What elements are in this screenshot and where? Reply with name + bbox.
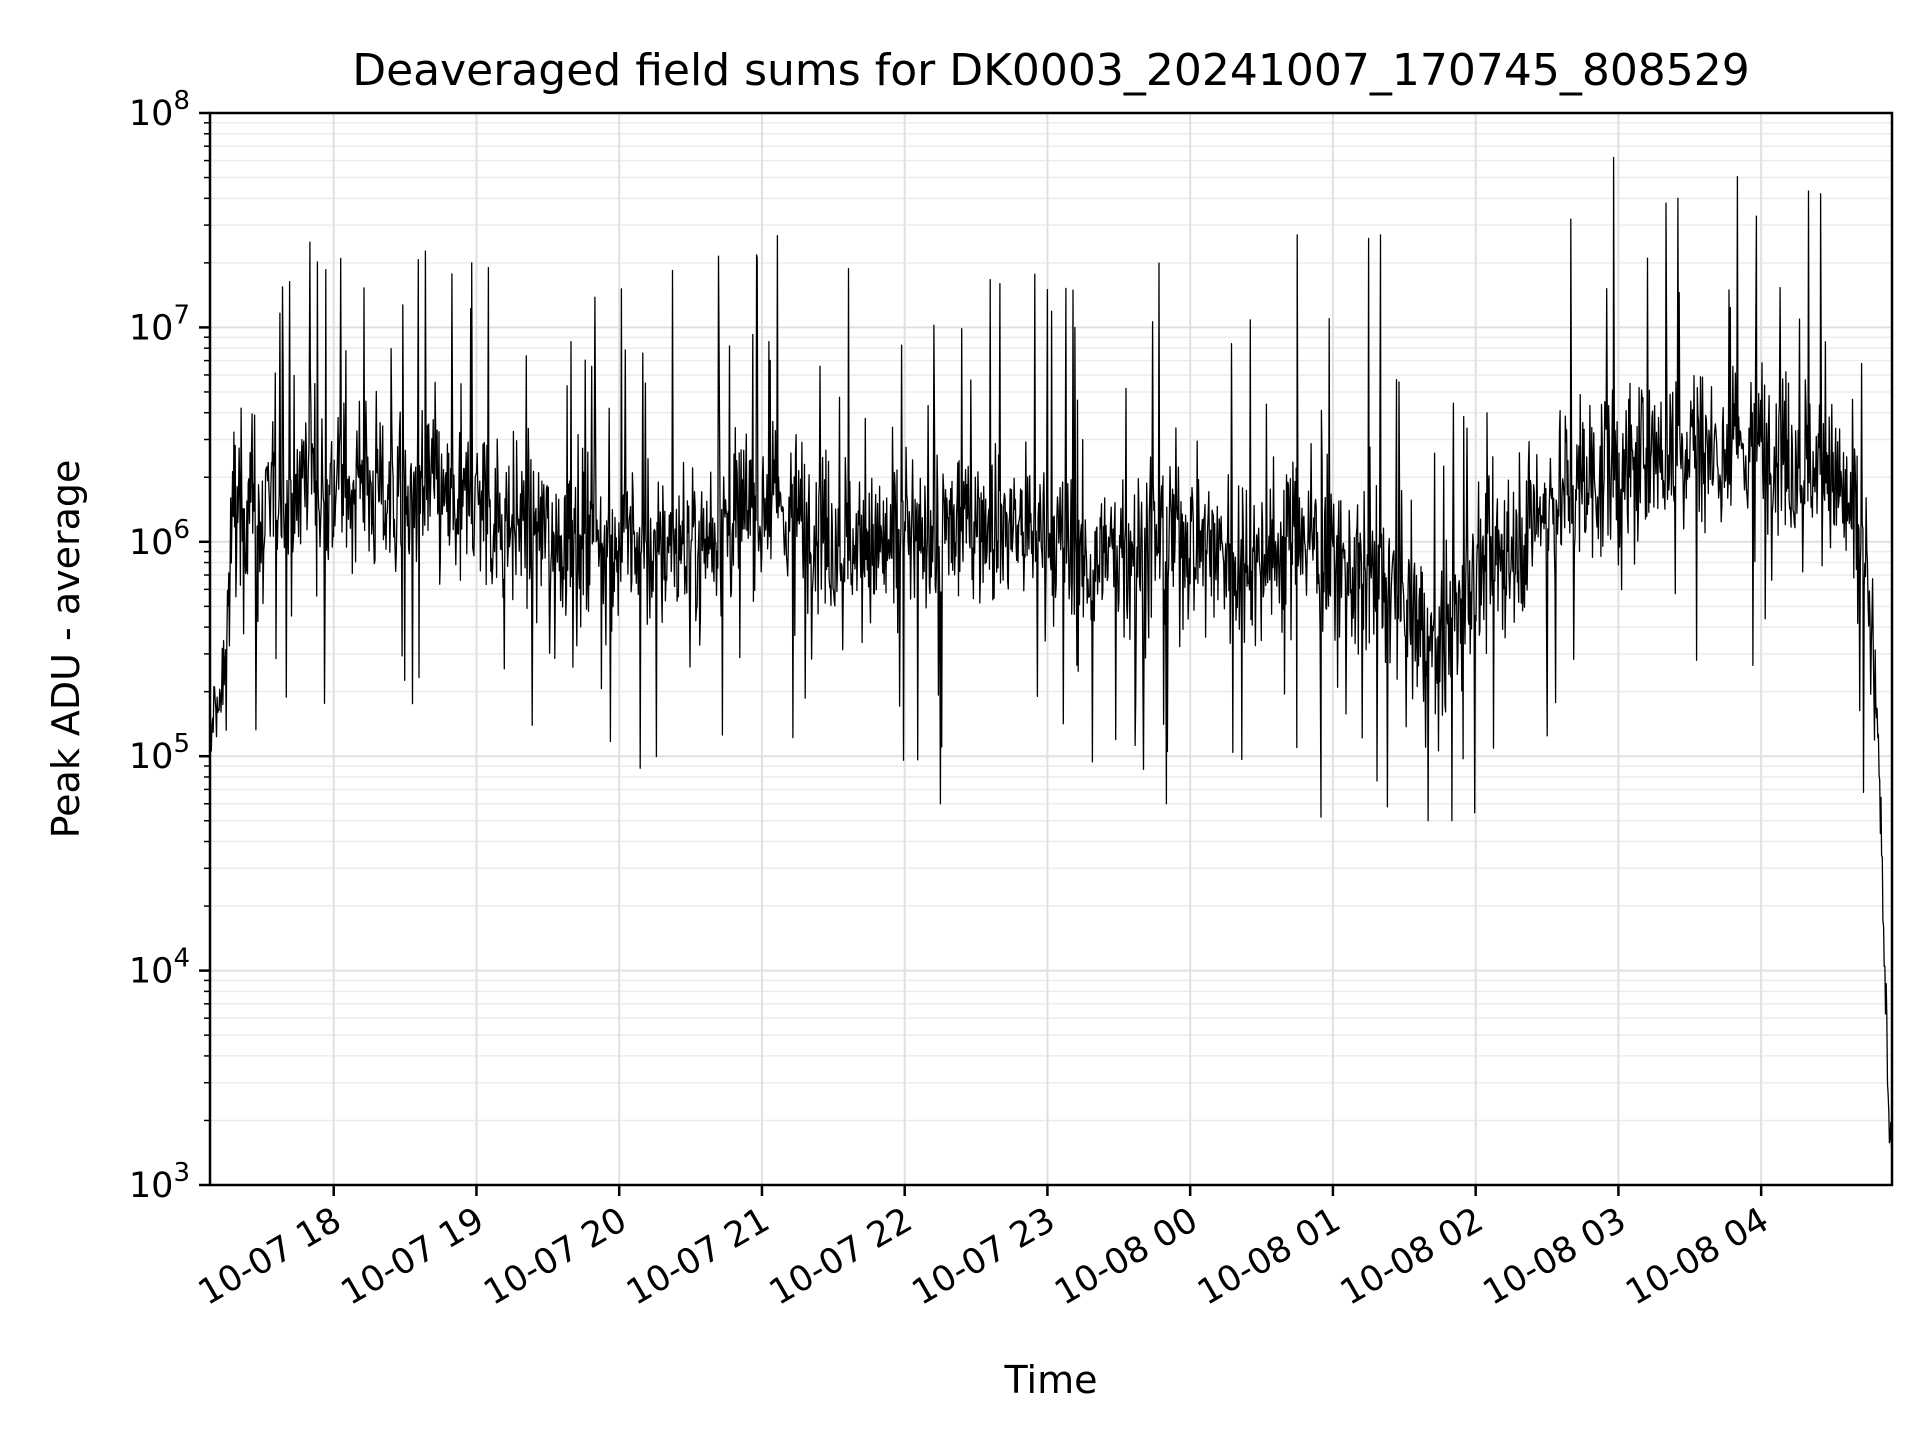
- plot-frame: [208, 111, 1894, 1187]
- x-tick-label: 10-07 18: [192, 1200, 348, 1313]
- x-tick-label: 10-08 02: [1334, 1200, 1490, 1313]
- series-line: [209, 156, 1893, 1157]
- x-tick-label: 10-07 21: [620, 1200, 776, 1313]
- y-tick-label: 105: [129, 729, 190, 777]
- y-axis: 103 104 105 106 107 108: [129, 86, 210, 1206]
- y-tick-label: 103: [129, 1158, 190, 1206]
- grid: [210, 112, 1892, 1186]
- y-tick-label: 107: [129, 300, 190, 348]
- x-tick-label: 10-07 20: [477, 1200, 633, 1313]
- y-tick-label: 108: [129, 86, 190, 134]
- chart-title: Deaveraged field sums for DK0003_2024100…: [352, 45, 1750, 96]
- x-tick-label: 10-08 04: [1619, 1200, 1775, 1313]
- x-axis-label: Time: [1004, 1358, 1098, 1402]
- x-tick-label: 10-07 22: [763, 1200, 919, 1313]
- y-tick-label: 106: [129, 515, 190, 563]
- x-tick-label: 10-08 01: [1191, 1200, 1347, 1313]
- x-tick-label: 10-08 00: [1048, 1200, 1204, 1313]
- x-tick-label: 10-07 19: [335, 1200, 491, 1313]
- y-tick-label: 104: [129, 944, 190, 992]
- y-axis-label: Peak ADU - average: [44, 460, 88, 839]
- x-tick-label: 10-07 23: [906, 1200, 1062, 1313]
- series-layer: [209, 156, 1893, 1157]
- x-tick-label: 10-08 03: [1477, 1200, 1633, 1313]
